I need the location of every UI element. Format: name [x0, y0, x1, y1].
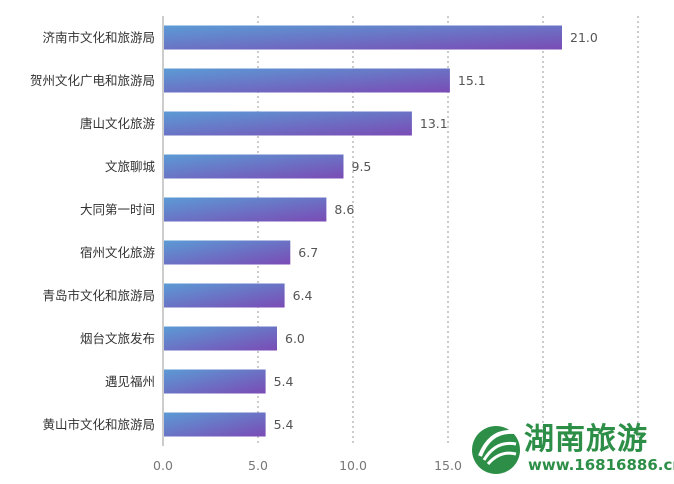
category-label: 文旅聊城 [105, 159, 156, 174]
bar [164, 326, 277, 351]
bar [164, 369, 266, 394]
x-tick-label: 10.0 [339, 458, 367, 473]
x-tick-label: 0.0 [153, 458, 173, 473]
bar [164, 68, 450, 93]
category-label: 青岛市文化和旅游局 [42, 288, 155, 303]
data-label: 13.1 [420, 116, 448, 131]
bar [164, 197, 327, 222]
bar [164, 412, 266, 437]
palm-leaf-logo-icon [472, 426, 520, 474]
data-label: 6.4 [293, 288, 313, 303]
category-label: 宿州文化旅游 [80, 245, 156, 260]
labels: 0.0 5.0 10.0 15.0 济南市文化和旅游局 21.0 贺州文化广电和旅游局 15.… [30, 30, 598, 473]
bar [164, 283, 285, 308]
data-label: 9.5 [352, 159, 372, 174]
category-label: 大同第一时间 [80, 202, 155, 217]
watermark-title: 湖南旅游 [524, 422, 648, 457]
category-label: 遇见福州 [105, 374, 155, 389]
data-label: 8.6 [334, 202, 354, 217]
bar [164, 240, 291, 265]
category-label: 唐山文化旅游 [80, 116, 156, 131]
category-label: 贺州文化广电和旅游局 [30, 73, 155, 88]
category-label: 济南市文化和旅游局 [42, 30, 155, 45]
data-label: 5.4 [274, 374, 294, 389]
bar [164, 111, 412, 136]
data-label: 15.1 [458, 73, 486, 88]
data-label: 21.0 [570, 30, 598, 45]
bar [164, 154, 344, 179]
bars [164, 25, 562, 437]
data-label: 6.7 [298, 245, 318, 260]
data-label: 6.0 [285, 331, 305, 346]
category-label: 黄山市文化和旅游局 [42, 417, 155, 432]
category-label: 烟台文旅发布 [80, 331, 155, 346]
watermark: 湖南旅游 www.16816886.cn [470, 412, 674, 482]
watermark-url: www.16816886.cn [528, 456, 674, 474]
data-label: 5.4 [274, 417, 294, 432]
x-tick-label: 15.0 [434, 458, 462, 473]
bar [164, 25, 562, 50]
x-tick-label: 5.0 [248, 458, 268, 473]
